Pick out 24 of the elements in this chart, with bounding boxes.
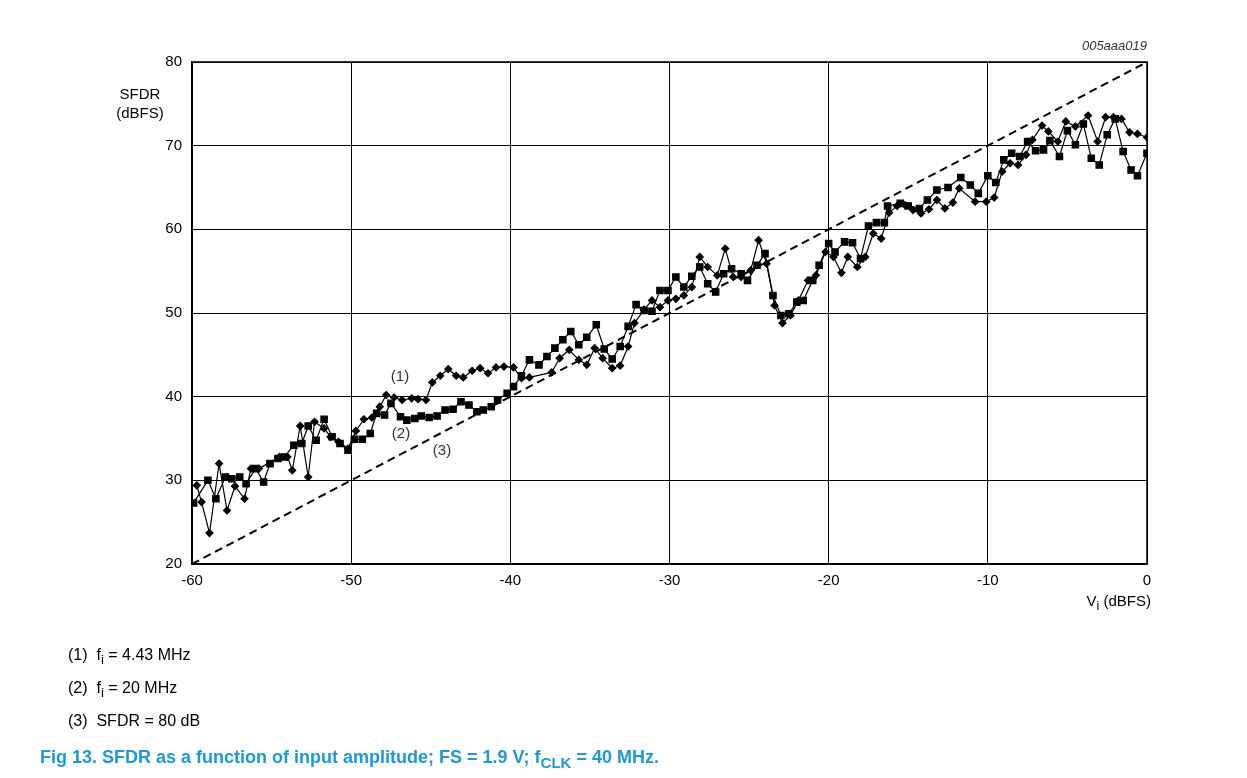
x-tick-label: -40	[499, 571, 522, 589]
text: (3) SFDR = 80 dB	[68, 712, 201, 730]
y-tick-label: 40	[165, 386, 182, 404]
y-axis-title: SFDR (dBFS)	[115, 84, 165, 122]
x-tick-label: -20	[817, 571, 840, 589]
y-tick-label: 80	[165, 52, 182, 70]
x-tick-label: -60	[181, 571, 203, 589]
text: Fig 13. SFDR as a function of input amplitude; FS = 1.9 V; f$_{CLK}$ = 40 MHz.	[40, 747, 659, 771]
x-tick-label: -50	[340, 571, 363, 589]
y-tick-label: 50	[165, 303, 182, 321]
y-tick-label: 20	[165, 554, 182, 572]
y-tick-label: 60	[165, 219, 182, 237]
y-tick-label: 70	[165, 135, 182, 153]
x-axis-title: V$_{i}$ (dBFS)	[1085, 592, 1151, 613]
text: (2) f$_{i}$ = 20 MHz	[68, 679, 178, 701]
x-tick-label: -30	[658, 571, 681, 589]
text: 005aaa019	[1080, 38, 1147, 53]
y-tick-label: 30	[165, 470, 182, 488]
annotation: (2)	[391, 424, 411, 442]
text: (1) f$_{i}$ = 4.43 MHz	[68, 646, 191, 668]
annotation: (3)	[432, 441, 452, 459]
x-tick-label: -10	[976, 571, 999, 589]
x-tick-label: 0	[1142, 571, 1152, 589]
annotation: (1)	[390, 367, 410, 385]
